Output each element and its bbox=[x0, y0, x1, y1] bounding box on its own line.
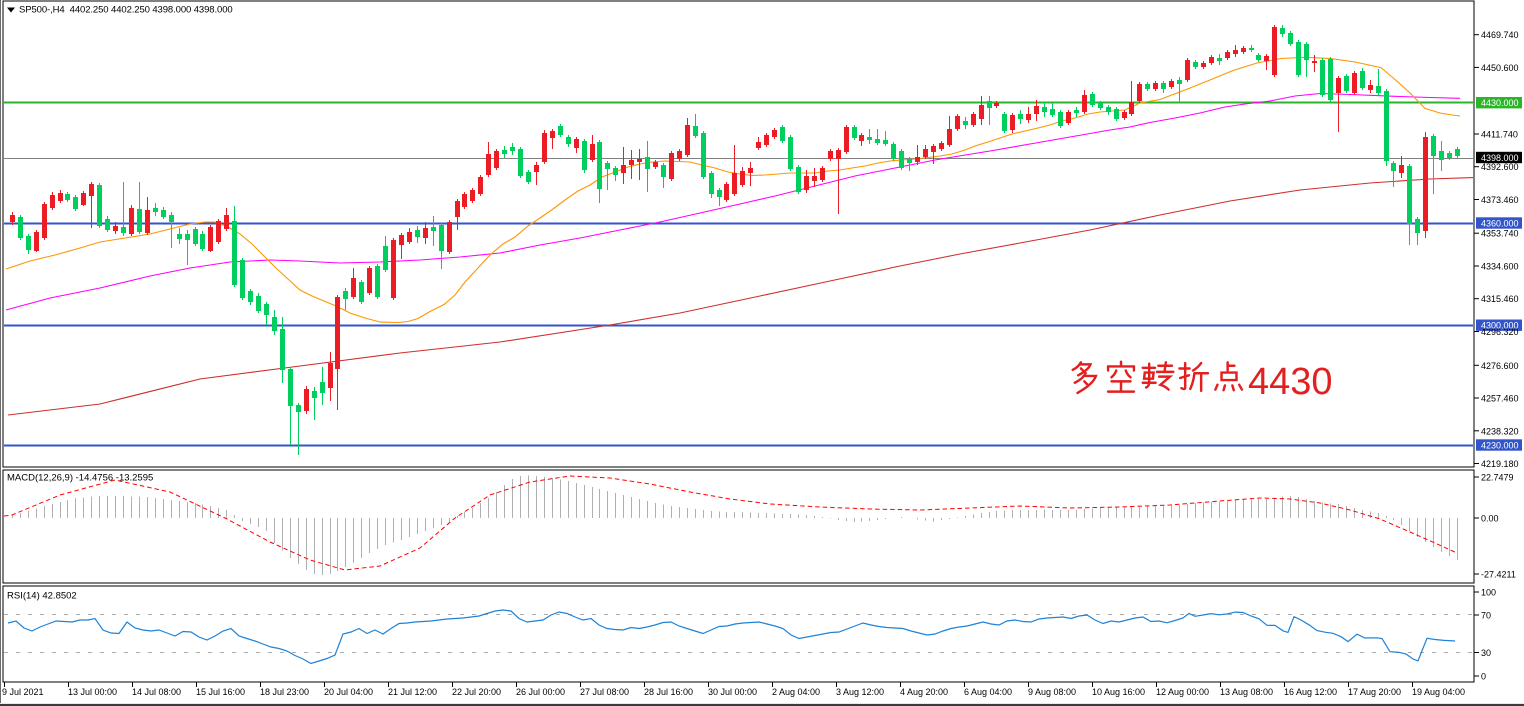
svg-text:4230.000: 4230.000 bbox=[1481, 441, 1519, 451]
svg-text:3 Aug 12:00: 3 Aug 12:00 bbox=[836, 687, 884, 697]
svg-text:15 Jul 16:00: 15 Jul 16:00 bbox=[196, 687, 245, 697]
svg-text:9 Jul 2021: 9 Jul 2021 bbox=[2, 687, 44, 697]
svg-text:30: 30 bbox=[1481, 648, 1491, 658]
svg-text:70: 70 bbox=[1481, 611, 1491, 621]
svg-text:4296.320: 4296.320 bbox=[1481, 327, 1519, 337]
svg-text:4219.180: 4219.180 bbox=[1481, 459, 1519, 469]
svg-text:18 Jul 23:00: 18 Jul 23:00 bbox=[260, 687, 309, 697]
svg-text:4300.000: 4300.000 bbox=[1481, 321, 1519, 331]
svg-text:14 Jul 08:00: 14 Jul 08:00 bbox=[132, 687, 181, 697]
svg-text:RSI(14) 42.8502: RSI(14) 42.8502 bbox=[7, 591, 77, 602]
svg-text:21 Jul 12:00: 21 Jul 12:00 bbox=[388, 687, 437, 697]
svg-text:4276.600: 4276.600 bbox=[1481, 361, 1519, 371]
svg-text:4430: 4430 bbox=[1248, 361, 1333, 403]
svg-text:13 Jul 00:00: 13 Jul 00:00 bbox=[68, 687, 117, 697]
svg-text:MACD(12,26,9) -14.4756 -13.259: MACD(12,26,9) -14.4756 -13.2595 bbox=[7, 473, 153, 484]
svg-text:4334.600: 4334.600 bbox=[1481, 262, 1519, 272]
svg-text:4411.740: 4411.740 bbox=[1481, 130, 1518, 140]
svg-text:4360.000: 4360.000 bbox=[1481, 219, 1519, 229]
svg-text:17 Aug 20:00: 17 Aug 20:00 bbox=[1348, 687, 1401, 697]
svg-text:4238.320: 4238.320 bbox=[1481, 426, 1519, 436]
svg-text:27 Jul 08:00: 27 Jul 08:00 bbox=[580, 687, 629, 697]
svg-text:22 Jul 20:00: 22 Jul 20:00 bbox=[452, 687, 501, 697]
svg-text:SP500-,H4 4402.250 4402.250 4: SP500-,H4 4402.250 4402.250 4398.000 439… bbox=[19, 5, 233, 16]
svg-text:0: 0 bbox=[1481, 672, 1486, 682]
svg-text:9 Aug 08:00: 9 Aug 08:00 bbox=[1028, 687, 1076, 697]
svg-text:4450.600: 4450.600 bbox=[1481, 63, 1519, 73]
svg-text:4 Aug 20:00: 4 Aug 20:00 bbox=[900, 687, 948, 697]
svg-text:19 Aug 04:00: 19 Aug 04:00 bbox=[1412, 687, 1465, 697]
svg-text:13 Aug 08:00: 13 Aug 08:00 bbox=[1220, 687, 1273, 697]
svg-text:-27.4211: -27.4211 bbox=[1481, 570, 1516, 580]
svg-text:100: 100 bbox=[1481, 588, 1496, 598]
svg-text:22.7479: 22.7479 bbox=[1481, 473, 1514, 483]
svg-text:4469.740: 4469.740 bbox=[1481, 30, 1519, 40]
svg-text:4392.600: 4392.600 bbox=[1481, 162, 1519, 172]
svg-text:4353.740: 4353.740 bbox=[1481, 229, 1519, 239]
svg-text:12 Aug 00:00: 12 Aug 00:00 bbox=[1156, 687, 1209, 697]
svg-text:2 Aug 04:00: 2 Aug 04:00 bbox=[772, 687, 820, 697]
svg-text:4430.000: 4430.000 bbox=[1481, 98, 1519, 108]
svg-text:0.00: 0.00 bbox=[1481, 514, 1499, 524]
svg-text:6 Aug 04:00: 6 Aug 04:00 bbox=[964, 687, 1012, 697]
svg-text:4257.460: 4257.460 bbox=[1481, 394, 1519, 404]
svg-text:4373.460: 4373.460 bbox=[1481, 195, 1519, 205]
svg-text:30 Jul 00:00: 30 Jul 00:00 bbox=[708, 687, 757, 697]
svg-text:4398.000: 4398.000 bbox=[1481, 153, 1519, 163]
svg-text:16 Aug 12:00: 16 Aug 12:00 bbox=[1284, 687, 1337, 697]
svg-text:28 Jul 16:00: 28 Jul 16:00 bbox=[644, 687, 693, 697]
svg-text:10 Aug 16:00: 10 Aug 16:00 bbox=[1092, 687, 1145, 697]
svg-text:20 Jul 04:00: 20 Jul 04:00 bbox=[324, 687, 373, 697]
svg-text:4315.460: 4315.460 bbox=[1481, 294, 1519, 304]
svg-text:26 Jul 00:00: 26 Jul 00:00 bbox=[516, 687, 565, 697]
